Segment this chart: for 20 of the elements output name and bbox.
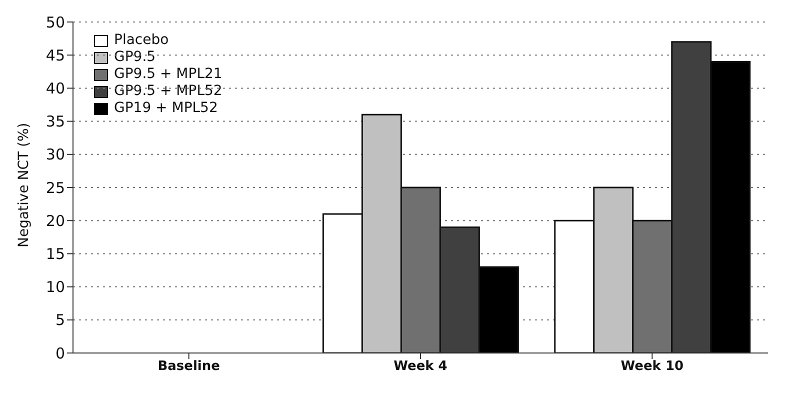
legend-label: Placebo <box>114 32 169 49</box>
legend-label: GP9.5 + MPL21 <box>114 66 222 83</box>
x-tick-label: Week 4 <box>394 359 448 374</box>
y-tick-label: 35 <box>46 112 65 131</box>
y-tick-label: 25 <box>46 178 65 197</box>
y-tick-label: 40 <box>46 80 65 98</box>
y-tick-label: 20 <box>46 212 65 230</box>
legend-label: GP9.5 <box>114 49 156 66</box>
y-tick-label: 45 <box>46 46 65 64</box>
y-tick-label: 15 <box>46 245 65 264</box>
y-tick-label: 50 <box>46 13 65 32</box>
legend-label: GP9.5 + MPL52 <box>114 83 222 100</box>
y-tick-label: 30 <box>46 146 65 164</box>
x-tick-label: Week 10 <box>620 359 684 374</box>
legend-label: GP19 + MPL52 <box>114 100 218 117</box>
y-tick-label: 5 <box>55 311 65 330</box>
y-tick-label: 0 <box>55 344 65 362</box>
y-axis-title: Negative NCT (%) <box>16 122 32 248</box>
y-tick-label: 10 <box>46 278 65 296</box>
x-tick-label: Baseline <box>158 359 220 374</box>
